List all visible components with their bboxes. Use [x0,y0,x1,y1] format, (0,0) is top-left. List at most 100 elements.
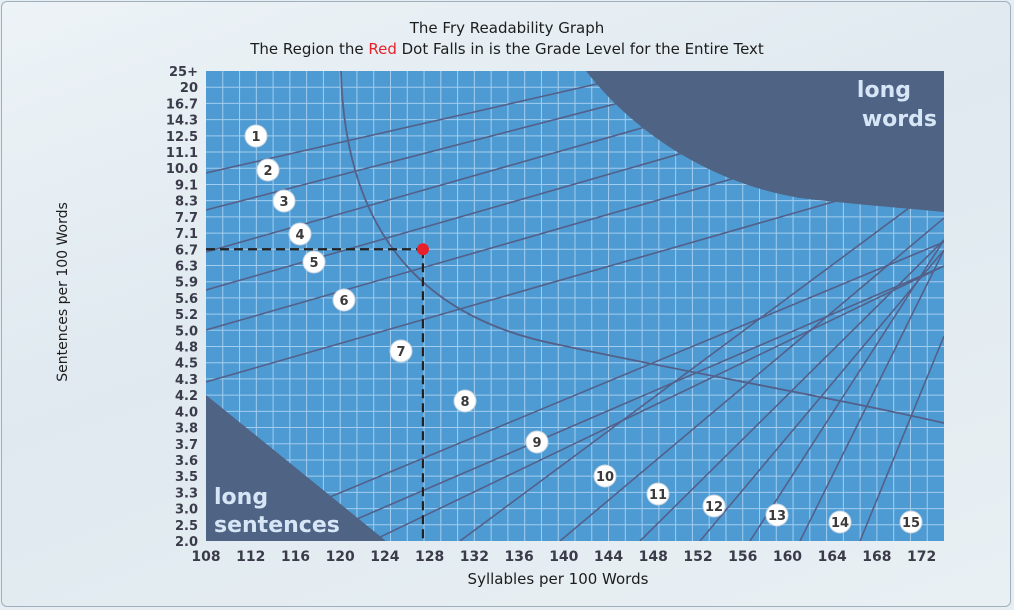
y-tick-label: 10.0 [166,162,198,177]
grade-marker [646,482,670,506]
grade-boundary-line [206,71,655,174]
y-tick-label: 25+ [169,65,198,80]
x-tick-label: 172 [907,549,936,565]
x-tick-label: 164 [818,549,847,565]
grade-marker [272,189,296,213]
grade-label: 15 [902,516,920,531]
x-tick-label: 144 [594,549,623,565]
grade-label: 14 [831,516,849,531]
y-tick-label: 4.0 [175,405,198,420]
y-tick-label: 12.5 [166,130,198,145]
grade-marker [332,288,356,312]
y-tick-label: 8.3 [175,195,198,210]
y-tick-label: 3.5 [175,470,198,485]
y-tick-label: 7.1 [175,227,198,242]
x-tick-label: 136 [504,549,533,565]
long-words-region [586,71,944,212]
region-label: sentences [214,513,340,538]
chart-title: The Fry Readability Graph [409,19,605,37]
grade-boundary-line [305,265,944,541]
grade-label: 7 [396,345,405,360]
y-tick-label: 3.8 [175,422,198,437]
grade-label: 10 [596,470,614,485]
grade-marker [256,158,280,182]
grade-label: 8 [460,395,469,410]
region-label: long [857,78,911,103]
y-tick-label: 4.3 [175,373,198,388]
subtitle-text-after: Dot Falls in is the Grade Level for the … [396,40,764,58]
x-tick-label: 116 [281,549,310,565]
grade-boundary-line [639,239,944,541]
y-tick-label: 5.2 [175,308,198,323]
grade-marker [453,389,477,413]
grade-marker [828,510,852,534]
grade-marker [244,124,268,148]
x-tick-label: 132 [460,549,489,565]
y-tick-label: 14.3 [166,114,198,129]
y-tick-label: 3.0 [175,503,198,518]
subtitle-text-before: The Region the [250,40,369,58]
grade-boundary-line [859,335,944,541]
grade-marker [899,510,923,534]
x-tick-label: 160 [773,549,802,565]
long-sentences-region [206,395,386,541]
y-tick-label: 7.7 [175,211,198,226]
y-tick-label: 6.3 [175,259,198,274]
grade-marker [302,250,326,274]
y-tick-label: 2.5 [175,519,198,534]
grade-marker [389,339,413,363]
grade-label: 6 [339,294,348,309]
y-tick-label: 4.5 [175,357,198,372]
grade-label: 5 [309,256,318,271]
grade-boundary-line [699,249,944,541]
x-tick-label: 156 [728,549,757,565]
y-tick-label: 16.7 [166,97,198,112]
region-label: words [862,107,937,132]
grade-label: 11 [649,488,667,503]
y-tick-label: 3.7 [175,438,198,453]
grade-label: 2 [263,164,272,179]
grade-label: 4 [295,228,304,243]
y-tick-label: 9.1 [175,178,198,193]
x-tick-label: 120 [326,549,355,565]
grade-boundary-line [371,265,944,541]
grade-boundary-line [223,241,944,541]
grade-boundary-line [799,249,944,541]
grade-boundary-line [206,169,944,383]
x-tick-label: 128 [415,549,444,565]
x-tick-label: 148 [639,549,668,565]
x-tick-label: 108 [191,549,220,565]
grade-label: 3 [279,195,288,210]
grade-boundary-line [559,217,944,541]
y-tick-label: 2.0 [175,535,198,550]
chart-subtitle: The Region the Red Dot Falls in is the G… [0,39,1014,59]
y-tick-label: 11.1 [166,146,198,161]
grade-marker [593,464,617,488]
y-tick-label: 5.6 [175,292,198,307]
y-tick-label: 5.9 [175,276,198,291]
x-tick-label: 168 [862,549,891,565]
grade-label: 1 [251,130,260,145]
x-axis-label: Syllables per 100 Words [467,570,649,588]
x-tick-label: 140 [549,549,578,565]
x-tick-label: 124 [370,549,399,565]
grade-boundary-line [749,239,944,541]
grade-label: 12 [705,500,723,515]
y-tick-label: 3.3 [175,486,198,501]
subtitle-red-word: Red [368,40,397,58]
grade-boundary-line [459,181,944,541]
y-tick-label: 3.6 [175,454,198,469]
grade-marker [288,222,312,246]
y-tick-label: 4.2 [175,389,198,404]
grade-label: 9 [532,436,541,451]
grade-label: 13 [768,509,786,524]
red-dot [416,243,429,256]
grade-marker [525,430,549,454]
y-tick-label: 20 [180,81,198,96]
validity-curve [340,71,944,424]
x-tick-label: 152 [683,549,712,565]
y-tick-label: 4.8 [175,341,198,356]
y-tick-label: 5.0 [175,324,198,339]
y-tick-label: 6.7 [175,243,198,258]
